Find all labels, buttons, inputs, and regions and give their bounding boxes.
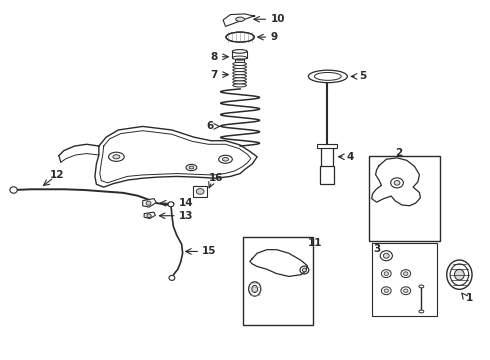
Text: 15: 15 [202, 247, 217, 256]
Ellipse shape [189, 166, 194, 169]
Text: 1: 1 [466, 293, 473, 303]
Ellipse shape [394, 180, 400, 185]
Text: 10: 10 [270, 14, 285, 24]
Ellipse shape [222, 157, 228, 161]
Ellipse shape [450, 264, 468, 285]
Ellipse shape [248, 282, 261, 296]
Ellipse shape [233, 78, 246, 81]
Bar [235, 57, 244, 63]
Ellipse shape [113, 155, 120, 159]
Text: 6: 6 [207, 121, 214, 131]
Ellipse shape [236, 17, 245, 21]
Bar [372, 243, 438, 316]
Text: 14: 14 [179, 198, 194, 208]
Ellipse shape [168, 202, 174, 207]
Ellipse shape [302, 268, 306, 272]
Ellipse shape [109, 152, 124, 161]
Bar [317, 144, 337, 148]
Text: 8: 8 [211, 52, 218, 62]
Ellipse shape [384, 272, 389, 275]
Ellipse shape [300, 266, 309, 274]
Ellipse shape [455, 269, 464, 280]
Ellipse shape [384, 289, 389, 293]
Ellipse shape [391, 178, 403, 188]
Ellipse shape [233, 68, 246, 72]
Text: 7: 7 [210, 69, 218, 80]
Polygon shape [143, 199, 156, 207]
Polygon shape [144, 212, 155, 219]
Text: 3: 3 [373, 244, 380, 253]
Ellipse shape [233, 84, 246, 87]
Bar [232, 51, 247, 58]
Text: 9: 9 [270, 32, 277, 42]
Ellipse shape [419, 285, 424, 288]
Ellipse shape [404, 272, 408, 275]
Text: 16: 16 [208, 173, 223, 183]
Ellipse shape [308, 70, 347, 83]
Ellipse shape [196, 189, 204, 194]
Ellipse shape [147, 214, 151, 217]
Ellipse shape [252, 285, 258, 293]
Ellipse shape [233, 75, 246, 78]
Ellipse shape [315, 72, 341, 80]
Ellipse shape [404, 289, 408, 293]
Ellipse shape [186, 165, 197, 171]
Ellipse shape [169, 275, 175, 280]
Ellipse shape [232, 50, 247, 53]
Ellipse shape [226, 32, 254, 42]
Bar [321, 146, 333, 167]
Text: 12: 12 [50, 170, 65, 180]
Bar [243, 237, 313, 325]
Bar [369, 156, 440, 241]
Bar [320, 166, 334, 184]
Ellipse shape [383, 253, 389, 258]
Ellipse shape [219, 155, 232, 163]
Text: 11: 11 [307, 238, 322, 248]
Ellipse shape [233, 72, 246, 75]
Text: 2: 2 [395, 148, 402, 158]
Polygon shape [223, 14, 255, 26]
Ellipse shape [381, 287, 391, 295]
Ellipse shape [233, 66, 246, 68]
Ellipse shape [380, 251, 392, 261]
Ellipse shape [10, 187, 17, 193]
Ellipse shape [232, 56, 247, 60]
Polygon shape [250, 249, 307, 276]
Ellipse shape [233, 81, 246, 84]
Text: 4: 4 [347, 152, 354, 162]
Ellipse shape [419, 310, 424, 313]
Ellipse shape [233, 62, 246, 66]
Ellipse shape [401, 270, 411, 278]
Polygon shape [372, 158, 420, 206]
Bar [193, 186, 207, 197]
Text: 5: 5 [359, 71, 366, 81]
Text: 13: 13 [179, 211, 193, 221]
Ellipse shape [447, 260, 472, 289]
Ellipse shape [401, 287, 411, 295]
Ellipse shape [146, 201, 151, 205]
Ellipse shape [381, 270, 391, 278]
